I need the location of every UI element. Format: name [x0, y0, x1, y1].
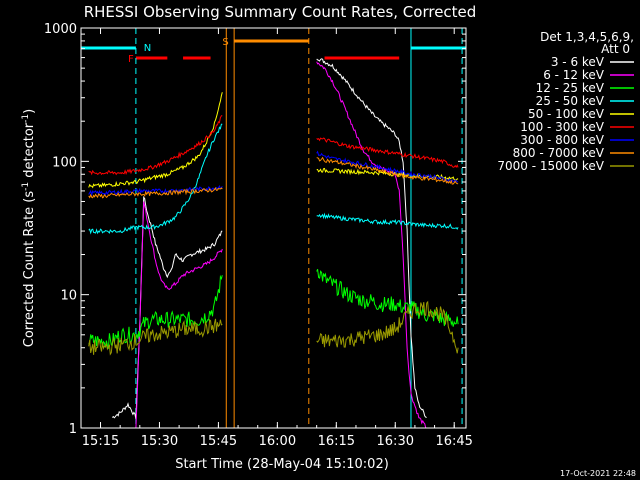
series-line-0-1	[316, 58, 427, 418]
legend-label-6: 300 - 800 keV	[520, 133, 604, 147]
series-line-2-1	[316, 269, 459, 327]
series-line-8-0	[88, 318, 223, 356]
series-line-3-1	[316, 212, 459, 230]
y-axis-label-sup-2: -1	[21, 114, 31, 123]
series-line-4-0	[88, 92, 223, 189]
legend-label-5: 100 - 300 keV	[520, 120, 604, 134]
series-line-1-0	[135, 201, 223, 429]
series-line-5-1	[316, 137, 459, 169]
series-line-4-1	[316, 167, 459, 181]
legend-label-4: 50 - 100 keV	[528, 107, 605, 121]
y-tick-label-0: 1	[69, 422, 77, 437]
legend-label-7: 800 - 7000 keV	[513, 146, 605, 160]
x-tick-label-6: 16:45	[435, 434, 472, 449]
x-tick-label-2: 15:45	[200, 434, 237, 449]
series-line-2-0	[88, 274, 223, 349]
series-layer	[88, 58, 459, 429]
series-line-3-0	[88, 123, 223, 235]
series-line-8-1	[316, 300, 459, 354]
flag-bars: FN S	[80, 37, 466, 65]
legend-label-2: 12 - 25 keV	[536, 81, 605, 95]
series-line-7-1	[316, 156, 459, 185]
series-line-7-0	[88, 186, 223, 199]
vertical-markers	[135, 28, 463, 428]
x-tick-label-5: 16:30	[377, 434, 414, 449]
y-axis-label-sup-1: -1	[21, 182, 31, 191]
series-line-1-1	[316, 61, 427, 429]
x-axis-ticks: 15:15 15:30 15:45 16:00 16:15 16:30 16:45	[82, 28, 473, 449]
series-line-6-0	[88, 184, 223, 197]
y-tick-label-2: 100	[52, 155, 77, 170]
footer-date: 17-Oct-2021 22:48	[560, 469, 636, 478]
y-axis-ticks: 1 10 100 1000	[44, 22, 466, 437]
flag-label-F: F	[128, 54, 134, 65]
legend-header-1: Det 1,3,4,5,6,9,	[540, 30, 634, 44]
x-tick-label-0: 15:15	[82, 434, 119, 449]
x-axis-label: Start Time (28-May-04 15:10:02)	[175, 457, 389, 472]
series-line-6-1	[316, 150, 459, 184]
y-tick-label-1: 10	[60, 289, 77, 304]
x-tick-label-3: 16:00	[259, 434, 296, 449]
flag-label-N: N	[144, 43, 151, 54]
plot-frame	[80, 27, 467, 429]
legend-label-8: 7000 - 15000 keV	[497, 159, 604, 173]
chart-title: RHESSI Observing Summary Count Rates, Co…	[84, 3, 477, 21]
y-axis-label-part-1: Corrected Count Rate (s	[22, 191, 37, 348]
legend-label-3: 25 - 50 keV	[536, 94, 605, 108]
flag-label-S: S	[222, 37, 228, 48]
x-tick-label-4: 16:15	[318, 434, 355, 449]
y-tick-label-3: 1000	[44, 22, 77, 37]
legend-label-1: 6 - 12 keV	[543, 68, 605, 82]
series-line-5-0	[88, 115, 223, 176]
y-axis-label-part-3: )	[22, 109, 37, 114]
y-axis-label: Corrected Count Rate (s-1 detector-1)	[21, 109, 37, 347]
legend-label-0: 3 - 6 keV	[551, 55, 605, 69]
y-axis-label-part-2: detector	[22, 122, 37, 182]
legend-header-2: Att 0	[601, 42, 630, 56]
x-tick-label-1: 15:30	[141, 434, 178, 449]
series-line-0-0	[111, 195, 223, 420]
